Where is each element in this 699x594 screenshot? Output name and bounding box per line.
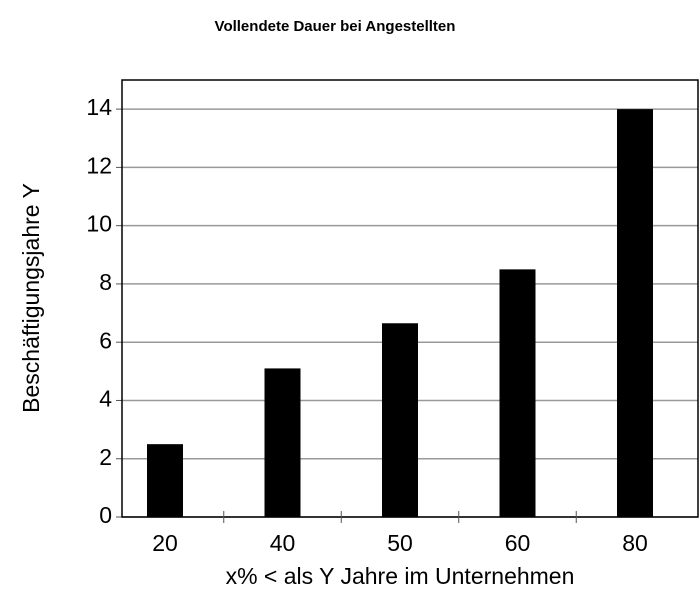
- bar: [617, 109, 653, 517]
- x-tick-label: 20: [152, 530, 178, 556]
- x-tick-label: 80: [622, 530, 648, 556]
- bar: [147, 444, 183, 517]
- x-axis-label: x% < als Y Jahre im Unternehmen: [226, 563, 575, 589]
- y-axis-label: Beschäftigungsjahre Y: [18, 183, 44, 413]
- x-tick-label: 50: [387, 530, 413, 556]
- bar: [382, 323, 418, 517]
- bar: [499, 269, 536, 517]
- y-tick-label: 4: [99, 386, 112, 412]
- y-tick-label: 6: [99, 327, 112, 353]
- x-tick-label: 60: [505, 530, 531, 556]
- y-tick-label: 14: [86, 94, 112, 120]
- y-tick-label: 2: [99, 444, 112, 470]
- y-tick-label: 10: [86, 211, 112, 237]
- y-tick-label: 12: [86, 152, 112, 178]
- y-tick-label: 8: [99, 269, 112, 295]
- x-tick-label: 40: [270, 530, 296, 556]
- bar: [264, 368, 301, 517]
- y-tick-label: 0: [99, 502, 112, 528]
- chart-title: Vollendete Dauer bei Angestellten: [215, 18, 456, 35]
